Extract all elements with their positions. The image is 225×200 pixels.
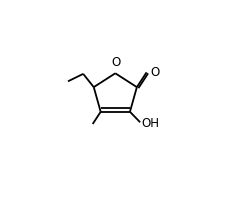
Text: O: O (150, 66, 159, 79)
Text: OH: OH (142, 117, 160, 130)
Text: O: O (111, 56, 120, 69)
